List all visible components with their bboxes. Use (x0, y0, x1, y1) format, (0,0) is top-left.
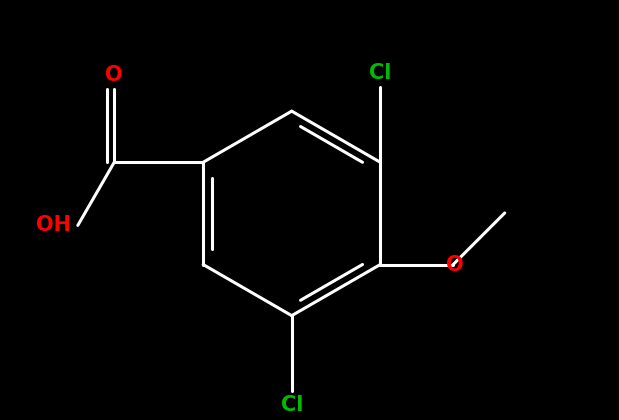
Text: O: O (446, 255, 464, 275)
Text: Cl: Cl (369, 63, 391, 83)
Text: OH: OH (36, 215, 71, 235)
Text: Cl: Cl (280, 395, 303, 415)
Text: O: O (105, 65, 123, 85)
